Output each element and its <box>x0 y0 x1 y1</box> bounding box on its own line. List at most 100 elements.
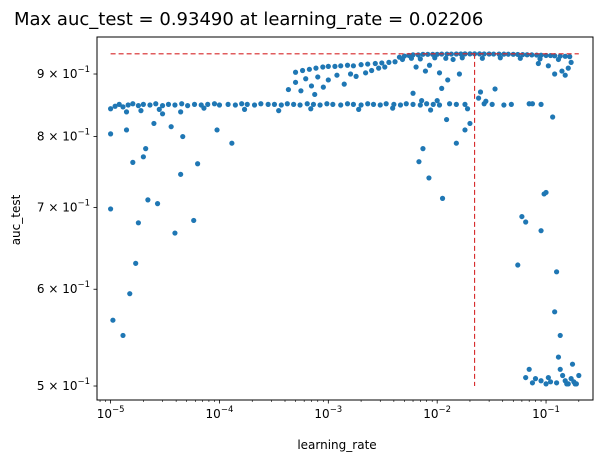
data-point <box>112 103 118 109</box>
data-point <box>120 332 126 339</box>
data-point <box>179 101 185 107</box>
data-point <box>332 63 338 69</box>
data-point <box>450 56 456 63</box>
data-point <box>408 55 415 61</box>
data-point <box>130 101 136 107</box>
data-point <box>422 68 429 74</box>
data-point <box>501 102 507 108</box>
data-point <box>426 175 432 181</box>
data-point <box>292 69 299 75</box>
data-point <box>462 101 468 107</box>
data-point <box>492 86 498 92</box>
data-point <box>453 101 459 107</box>
data-point <box>344 62 351 68</box>
data-point <box>135 103 141 109</box>
data-point <box>130 159 136 165</box>
chart-title: Max auc_test = 0.93490 at learning_rate … <box>14 9 483 30</box>
data-point <box>135 220 141 226</box>
data-point <box>439 85 445 91</box>
data-point <box>308 83 315 89</box>
data-point <box>271 101 278 107</box>
data-point <box>320 84 326 90</box>
data-point <box>383 101 389 107</box>
data-point <box>543 381 549 387</box>
data-point <box>363 70 369 76</box>
data-point <box>108 131 114 137</box>
x-tick-label: 10−1 <box>532 405 560 421</box>
data-point <box>211 101 218 107</box>
data-point <box>216 102 223 108</box>
data-point <box>317 102 323 108</box>
y-tick-label: 6 × 10−1 <box>37 280 90 296</box>
data-point <box>453 140 459 146</box>
data-point <box>430 101 436 107</box>
data-point <box>120 104 126 110</box>
data-point <box>464 106 471 112</box>
data-point <box>562 72 568 78</box>
data-point <box>576 372 582 379</box>
data-point <box>428 107 434 113</box>
data-point <box>523 374 529 381</box>
data-point <box>545 63 551 69</box>
data-point <box>325 63 331 69</box>
data-point <box>344 101 351 107</box>
data-point <box>519 213 525 220</box>
plot-frame <box>96 36 594 401</box>
x-axis-label: learning_rate <box>297 438 376 452</box>
data-point <box>382 64 388 70</box>
data-point <box>417 102 423 108</box>
data-point <box>497 55 503 61</box>
points-layer <box>108 51 582 387</box>
data-point <box>538 228 544 234</box>
data-point <box>265 101 271 107</box>
data-point <box>172 102 178 108</box>
data-point <box>568 59 574 65</box>
data-point <box>413 64 419 70</box>
data-point <box>376 65 382 71</box>
data-point <box>195 161 201 167</box>
data-point <box>420 146 426 152</box>
data-point <box>560 372 566 379</box>
data-point <box>165 101 172 107</box>
data-point <box>557 366 563 372</box>
data-point <box>284 101 290 107</box>
y-ticks: 5 × 10−1 6 × 10−1 7 × 10−1 8 × 10−1 9 × 10−1 <box>37 65 97 393</box>
data-point <box>138 108 144 114</box>
data-point <box>399 56 406 63</box>
data-point <box>285 86 292 93</box>
data-point <box>225 101 231 107</box>
data-point <box>526 101 532 107</box>
data-point <box>304 101 310 107</box>
data-point <box>291 101 297 107</box>
y-axis-label: auc_test <box>9 194 23 245</box>
data-point <box>491 51 497 57</box>
data-point <box>229 140 235 146</box>
x-tick-label: 10−3 <box>314 405 342 421</box>
reference-lines <box>110 53 579 387</box>
data-point <box>372 60 378 67</box>
data-point <box>552 71 558 77</box>
data-point <box>292 79 299 85</box>
data-point <box>159 103 166 109</box>
data-point <box>365 101 371 107</box>
data-point <box>462 127 468 133</box>
data-point <box>116 101 122 107</box>
data-point <box>416 159 422 165</box>
data-point <box>467 51 473 57</box>
data-point <box>325 77 331 83</box>
data-point <box>330 101 336 107</box>
data-point <box>244 101 250 107</box>
data-point <box>489 101 495 107</box>
data-point <box>517 55 523 61</box>
data-point <box>350 101 357 107</box>
data-point <box>545 374 551 381</box>
data-point <box>547 379 554 385</box>
data-point <box>123 109 130 115</box>
data-point <box>434 98 440 104</box>
data-point <box>565 381 571 387</box>
data-point <box>315 74 321 80</box>
data-point <box>232 102 238 108</box>
data-point <box>324 101 330 107</box>
data-point <box>140 101 146 107</box>
data-point <box>108 206 114 212</box>
